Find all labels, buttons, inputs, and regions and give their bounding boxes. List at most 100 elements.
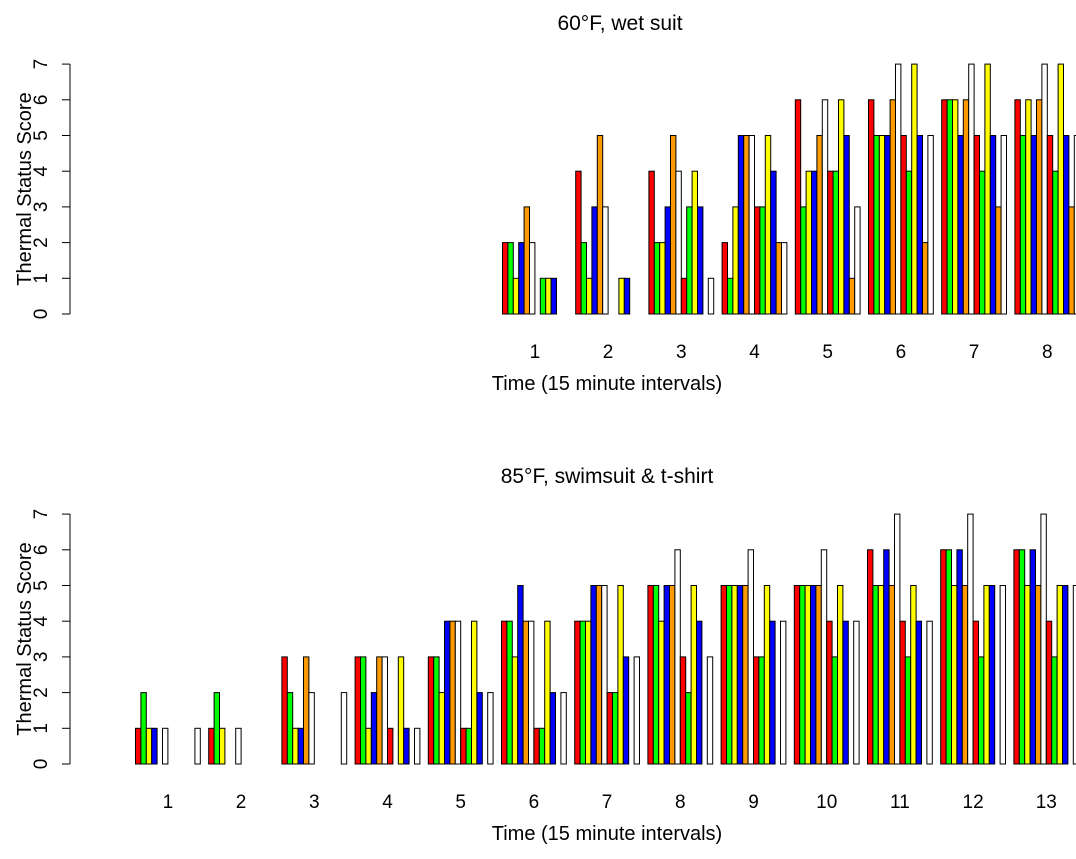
bar: [927, 135, 934, 315]
bar: [731, 585, 738, 765]
x-axis-label: Time (15 minute intervals): [492, 823, 722, 845]
bar: [523, 206, 530, 315]
bar: [775, 242, 782, 315]
bar: [842, 620, 849, 765]
bar: [910, 585, 917, 765]
bar: [501, 620, 508, 765]
bar: [512, 277, 520, 315]
bar: [837, 585, 844, 765]
chart-panel-swimsuit: 85°F, swimsuit & t-shirt Thermal Status …: [14, 465, 1076, 845]
x-tick-label: 5: [822, 342, 833, 363]
bar: [838, 99, 845, 315]
bar: [888, 585, 895, 765]
bar: [580, 242, 587, 315]
y-tick-label: 4: [31, 615, 52, 626]
bar: [1068, 206, 1075, 315]
bar: [414, 727, 421, 765]
bar: [843, 135, 850, 315]
x-tick-label: 4: [749, 342, 760, 363]
bar: [868, 99, 875, 315]
bar: [884, 135, 891, 315]
bar: [967, 513, 974, 765]
bar: [601, 585, 608, 765]
bar: [848, 277, 856, 315]
bar: [1041, 63, 1048, 315]
bar: [579, 620, 586, 765]
bar: [1073, 135, 1076, 315]
bar: [647, 585, 654, 765]
bar: [586, 277, 593, 315]
bar: [895, 63, 902, 315]
bar: [873, 135, 880, 315]
bar: [742, 585, 749, 765]
x-tick-label: 2: [603, 342, 614, 363]
bar: [945, 549, 952, 765]
y-tick-label: 5: [31, 580, 52, 591]
bar: [962, 99, 970, 315]
y-tick-label: 1: [31, 273, 52, 284]
bar: [194, 727, 201, 765]
bar: [821, 99, 829, 315]
y-axis-label: Thermal Status Score: [14, 542, 36, 735]
x-tick-label: 2: [236, 792, 247, 813]
bar: [1014, 99, 1021, 315]
bar: [679, 656, 687, 765]
bar: [781, 242, 788, 315]
bar: [427, 656, 435, 765]
x-tick-label: 11: [890, 792, 910, 813]
bar: [815, 585, 822, 765]
bar: [831, 656, 838, 765]
bar: [794, 99, 802, 315]
bar: [145, 727, 153, 765]
bar: [544, 620, 551, 765]
bar: [438, 692, 446, 765]
bar: [915, 620, 922, 765]
bar: [916, 135, 923, 315]
x-tick-label: 3: [309, 792, 320, 813]
bar: [940, 549, 947, 765]
y-tick-label: 7: [31, 509, 52, 520]
bar: [811, 170, 818, 315]
bar: [922, 242, 929, 315]
bar-series: [502, 63, 1076, 315]
bar: [533, 727, 540, 765]
bar: [1062, 585, 1069, 765]
y-axis-label: Thermal Status Score: [14, 92, 36, 285]
bar: [1024, 585, 1031, 765]
bar: [883, 549, 890, 765]
bar: [595, 585, 603, 765]
bar-series: [135, 513, 1076, 765]
bar: [1057, 63, 1064, 315]
bar: [664, 206, 671, 315]
bar: [904, 656, 912, 765]
bar: [460, 727, 467, 765]
bar: [726, 585, 733, 765]
bar: [983, 585, 990, 765]
bar: [989, 135, 997, 315]
bar: [675, 170, 682, 315]
bar: [444, 620, 451, 765]
bar: [606, 692, 613, 765]
bar: [506, 620, 513, 765]
bar: [1045, 620, 1053, 765]
bar: [538, 727, 546, 765]
bar: [1063, 135, 1070, 315]
bar: [827, 170, 834, 315]
bar: [805, 170, 812, 315]
bar: [585, 620, 592, 765]
bar: [999, 585, 1006, 765]
bar: [826, 620, 833, 765]
bar: [720, 585, 727, 765]
bar: [1019, 135, 1027, 315]
bar: [1029, 549, 1036, 765]
bar: [549, 692, 556, 765]
x-tick-label: 8: [675, 792, 686, 813]
bar: [1035, 585, 1042, 765]
bar: [669, 585, 676, 765]
y-axis: 0 1 2 3 4 5 6 7: [31, 59, 71, 319]
bar: [800, 206, 807, 315]
bar: [297, 727, 305, 765]
x-tick-label: 10: [816, 792, 837, 813]
bar: [769, 620, 776, 765]
bar: [360, 656, 367, 765]
